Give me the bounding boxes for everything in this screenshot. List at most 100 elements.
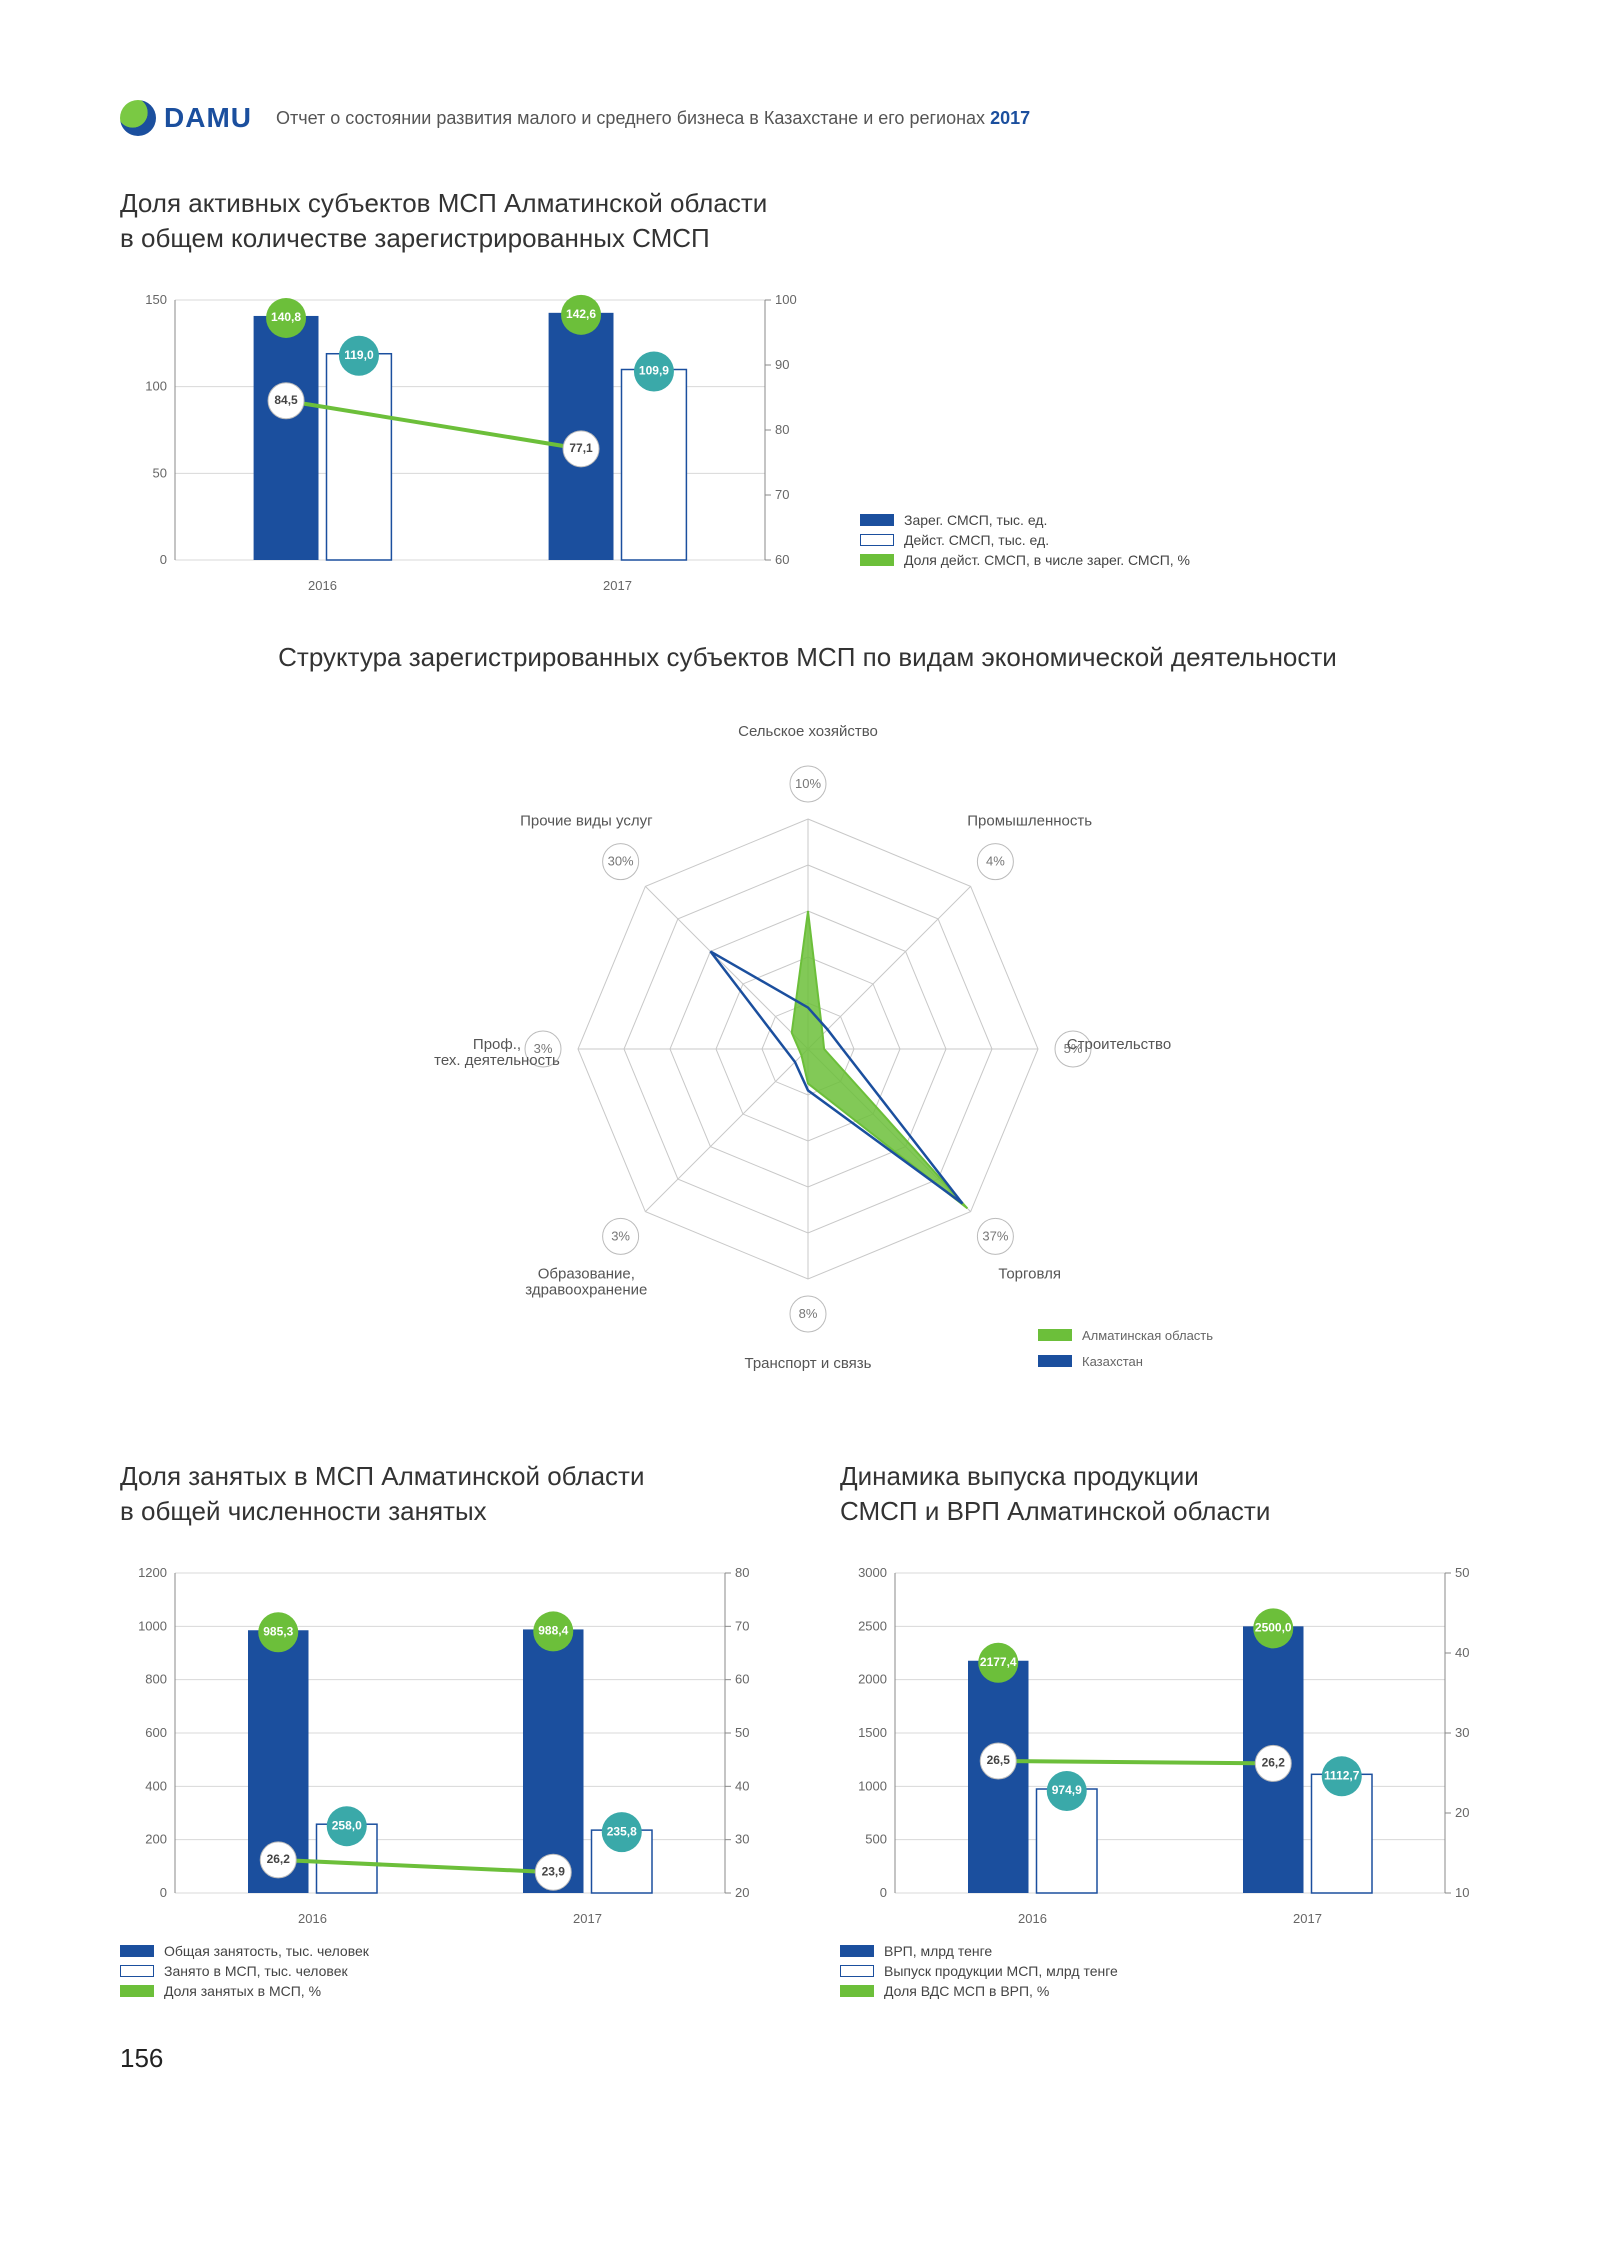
legend-label: Дейст. СМСП, тыс. ед. [904,532,1049,548]
chart1: 0501001506070809010020162017140,8119,084… [120,280,820,600]
header: DAMU Отчет о состоянии развития малого и… [120,100,1495,176]
bottom-row: Доля занятых в МСП Алматинской областив … [120,1449,1495,2003]
legend-swatch [840,1985,874,1997]
svg-text:23,9: 23,9 [542,1865,566,1879]
svg-text:70: 70 [735,1619,749,1634]
svg-text:Промышленность: Промышленность [967,813,1092,830]
svg-text:84,5: 84,5 [274,393,298,407]
legend-label: Общая занятость, тыс. человек [164,1943,369,1959]
legend-label: Доля дейст. СМСП, в числе зарег. СМСП, % [904,552,1190,568]
svg-text:0: 0 [160,1885,167,1900]
chart3-legend: Общая занятость, тыс. человекЗанято в МС… [120,1943,780,1999]
svg-text:3%: 3% [611,1229,630,1244]
legend-swatch [120,1965,154,1977]
svg-text:8%: 8% [798,1306,817,1321]
page: DAMU Отчет о состоянии развития малого и… [0,0,1615,2134]
chart1-title: Доля активных субъектов МСП Алматинской … [120,186,1495,256]
chart4-legend: ВРП, млрд тенге Выпуск продукции МСП, млр… [840,1943,1500,1999]
svg-text:2500: 2500 [858,1619,887,1634]
svg-text:30: 30 [1455,1725,1469,1740]
legend-swatch [860,534,894,546]
legend-swatch [120,1945,154,1957]
svg-text:40: 40 [1455,1645,1469,1660]
svg-text:2016: 2016 [298,1911,327,1926]
svg-text:2500,0: 2500,0 [1255,1621,1292,1635]
svg-text:1000: 1000 [138,1619,167,1634]
svg-text:1500: 1500 [858,1725,887,1740]
logo-swirl-icon [120,100,156,136]
svg-text:80: 80 [735,1565,749,1580]
logo: DAMU [120,100,252,136]
radar-title: Структура зарегистрированных субъектов М… [120,640,1495,675]
chart1-legend: Зарег. СМСП, тыс. ед. Дейст. СМСП, тыс. е… [860,508,1190,600]
legend-item: Дейст. СМСП, тыс. ед. [860,532,1190,548]
chart3-svg: 0200400600800100012002030405060708020162… [120,1553,780,1933]
svg-text:2017: 2017 [573,1911,602,1926]
svg-text:40: 40 [735,1779,749,1794]
svg-text:1200: 1200 [138,1565,167,1580]
svg-text:2000: 2000 [858,1672,887,1687]
svg-text:26,2: 26,2 [1262,1756,1286,1770]
svg-text:Казахстан: Казахстан [1082,1354,1143,1369]
svg-text:985,3: 985,3 [263,1625,293,1639]
radar-chart: 10%Сельское хозяйство4%Промышленность5%С… [120,699,1495,1419]
radar-svg: 10%Сельское хозяйство4%Промышленность5%С… [258,699,1358,1419]
svg-text:2017: 2017 [603,578,632,593]
header-title: Отчет о состоянии развития малого и сред… [276,108,1030,129]
chart4-title: Динамика выпуска продукцииСМСП и ВРП Алм… [840,1459,1500,1529]
chart4-col: Динамика выпуска продукцииСМСП и ВРП Алм… [840,1449,1500,2003]
svg-text:4%: 4% [985,854,1004,869]
svg-text:60: 60 [735,1672,749,1687]
legend-swatch [860,514,894,526]
svg-text:Строительство: Строительство [1066,1036,1170,1053]
svg-text:100: 100 [145,379,167,394]
svg-text:10: 10 [1455,1885,1469,1900]
svg-text:2177,4: 2177,4 [980,1655,1017,1669]
legend-item: ВРП, млрд тенге [840,1943,1500,1959]
svg-text:258,0: 258,0 [332,1819,362,1833]
svg-text:37%: 37% [982,1229,1008,1244]
legend-swatch [860,554,894,566]
svg-text:80: 80 [775,422,789,437]
svg-text:20: 20 [1455,1805,1469,1820]
svg-text:2016: 2016 [1018,1911,1047,1926]
svg-text:119,0: 119,0 [344,348,374,362]
legend-item: Общая занятость, тыс. человек [120,1943,780,1959]
legend-item: Доля дейст. СМСП, в числе зарег. СМСП, % [860,552,1190,568]
svg-text:10%: 10% [794,776,820,791]
legend-label: Выпуск продукции МСП, млрд тенге [884,1963,1118,1979]
svg-text:0: 0 [160,552,167,567]
svg-text:50: 50 [153,466,167,481]
svg-text:0: 0 [880,1885,887,1900]
svg-text:90: 90 [775,357,789,372]
svg-text:1000: 1000 [858,1779,887,1794]
svg-text:3000: 3000 [858,1565,887,1580]
legend-label: Зарег. СМСП, тыс. ед. [904,512,1047,528]
svg-text:тех. деятельность: тех. деятельность [434,1052,560,1069]
svg-text:Проф.,: Проф., [472,1036,520,1053]
svg-text:50: 50 [1455,1565,1469,1580]
svg-text:Торговля: Торговля [998,1266,1061,1283]
legend-item: Зарег. СМСП, тыс. ед. [860,512,1190,528]
legend-swatch [120,1985,154,1997]
chart4-svg: 0500100015002000250030001020304050201620… [840,1553,1500,1933]
svg-text:30%: 30% [607,854,633,869]
svg-text:26,2: 26,2 [267,1853,291,1867]
svg-text:109,9: 109,9 [639,364,669,378]
svg-text:здравоохранение: здравоохранение [525,1282,647,1299]
chart3-col: Доля занятых в МСП Алматинской областив … [120,1449,780,2003]
legend-item: Доля ВДС МСП в ВРП, % [840,1983,1500,1999]
svg-text:500: 500 [865,1832,887,1847]
svg-text:Прочие виды услуг: Прочие виды услуг [520,813,653,830]
legend-item: Доля занятых в МСП, % [120,1983,780,1999]
chart3-title: Доля занятых в МСП Алматинской областив … [120,1459,780,1529]
header-year: 2017 [990,108,1030,128]
svg-text:Образование,: Образование, [537,1266,634,1283]
legend-swatch [840,1965,874,1977]
svg-text:974,9: 974,9 [1052,1784,1082,1798]
svg-text:2016: 2016 [308,578,337,593]
svg-text:142,6: 142,6 [566,307,596,321]
svg-text:600: 600 [145,1725,167,1740]
header-title-text: Отчет о состоянии развития малого и сред… [276,108,990,128]
svg-text:100: 100 [775,292,797,307]
